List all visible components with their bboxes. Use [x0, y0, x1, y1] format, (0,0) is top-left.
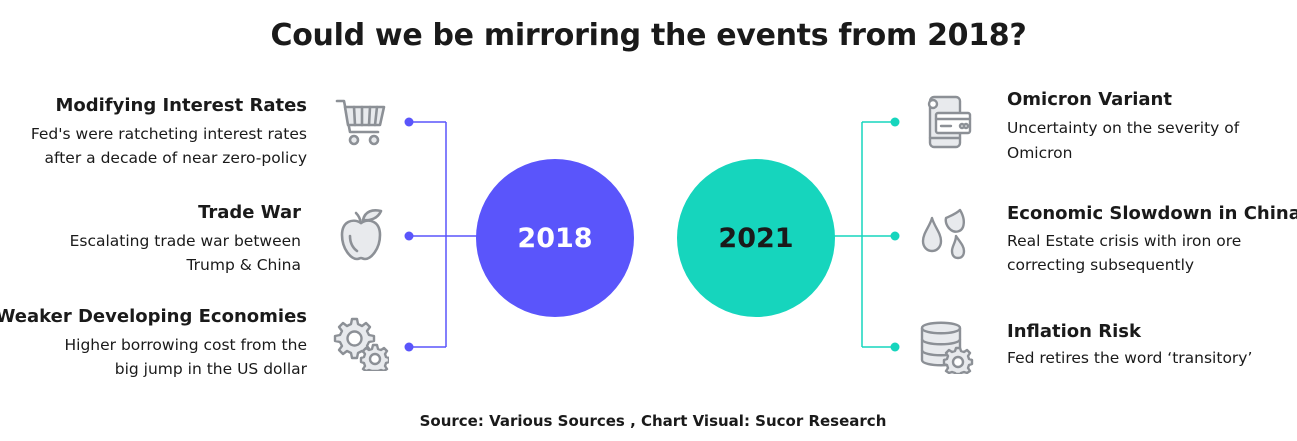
phone-card-icon	[927, 95, 972, 149]
right-item-3-title: Inflation Risk	[1007, 321, 1141, 342]
shopping-cart-icon	[335, 99, 386, 146]
left-item-3-title: Weaker Developing Economies	[0, 306, 307, 327]
right-item-2-title: Economic Slowdown in China	[1007, 203, 1297, 224]
left-connector	[409, 121, 478, 348]
year-label-2018: 2018	[517, 222, 593, 254]
right-item-1-desc-line2: Omicron	[1007, 144, 1073, 162]
left-item-1-title: Modifying Interest Rates	[55, 95, 307, 116]
source-note: Source: Various Sources , Chart Visual: …	[419, 412, 887, 430]
right-item-3-desc-line1: Fed retires the word ‘transitory’	[1007, 349, 1253, 367]
database-gear-icon	[920, 321, 974, 374]
left-item-3-desc-line1: Higher borrowing cost from the	[64, 336, 308, 354]
right-dot-1	[890, 117, 900, 127]
left-item-1-desc-line2: after a decade of near zero-policy	[44, 149, 307, 167]
drops-icon	[921, 208, 966, 260]
left-item-2-title: Trade War	[198, 202, 301, 223]
right-item-2-desc-line2: correcting subsequently	[1007, 256, 1195, 274]
page-title: Could we be mirroring the events from 20…	[270, 18, 1027, 53]
year-bubble-2018: 2018	[476, 159, 634, 317]
left-item-2-desc-line1: Escalating trade war between	[69, 232, 301, 250]
left-dot-2	[404, 231, 414, 241]
right-item-1-title: Omicron Variant	[1007, 89, 1172, 110]
left-dot-1	[404, 117, 414, 127]
left-item-1-desc-line1: Fed's were ratcheting interest rates	[30, 125, 307, 143]
right-item-2-desc-line1: Real Estate crisis with iron ore	[1007, 232, 1242, 250]
right-item-1-desc-line1: Uncertainty on the severity of	[1007, 119, 1240, 137]
year-bubble-2021: 2021	[677, 159, 835, 317]
right-dot-2	[890, 231, 900, 241]
left-dot-3	[404, 342, 414, 352]
left-item-2-desc-line2: Trump & China	[186, 256, 301, 274]
year-label-2021: 2021	[718, 222, 794, 254]
gears-icon	[333, 317, 389, 371]
left-item-3-desc-line2: big jump in the US dollar	[114, 360, 307, 378]
right-dot-3	[890, 342, 900, 352]
right-connector	[834, 121, 895, 348]
apple-icon	[340, 208, 383, 261]
